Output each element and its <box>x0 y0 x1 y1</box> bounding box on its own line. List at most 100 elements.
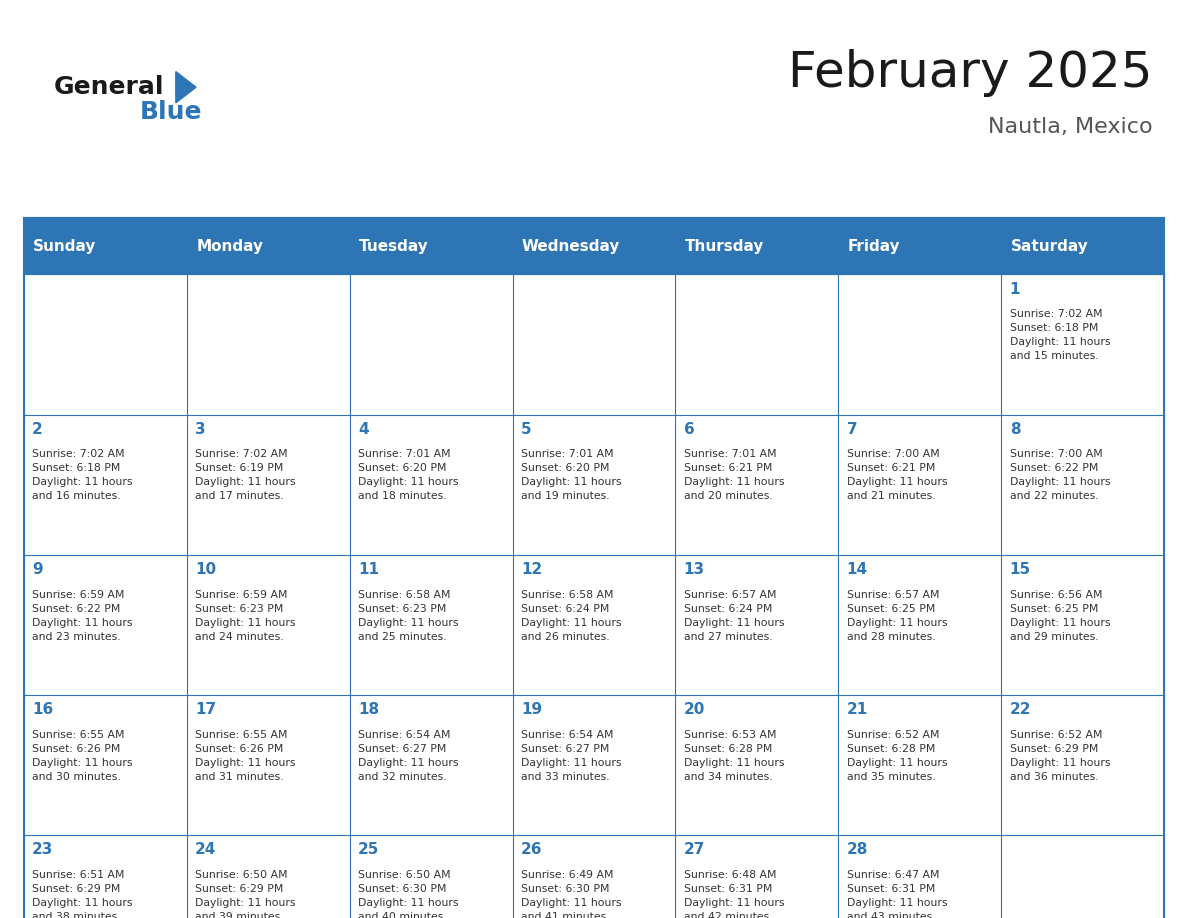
Text: 2: 2 <box>32 422 43 437</box>
FancyBboxPatch shape <box>839 415 1001 554</box>
Text: Sunrise: 6:48 AM
Sunset: 6:31 PM
Daylight: 11 hours
and 42 minutes.: Sunrise: 6:48 AM Sunset: 6:31 PM Dayligh… <box>684 869 784 918</box>
Text: 23: 23 <box>32 842 53 857</box>
Text: Sunrise: 6:59 AM
Sunset: 6:23 PM
Daylight: 11 hours
and 24 minutes.: Sunrise: 6:59 AM Sunset: 6:23 PM Dayligh… <box>195 589 296 642</box>
FancyBboxPatch shape <box>24 695 187 834</box>
Text: Sunrise: 6:59 AM
Sunset: 6:22 PM
Daylight: 11 hours
and 23 minutes.: Sunrise: 6:59 AM Sunset: 6:22 PM Dayligh… <box>32 589 133 642</box>
Text: 25: 25 <box>358 842 379 857</box>
Text: Sunrise: 6:55 AM
Sunset: 6:26 PM
Daylight: 11 hours
and 31 minutes.: Sunrise: 6:55 AM Sunset: 6:26 PM Dayligh… <box>195 730 296 781</box>
FancyBboxPatch shape <box>839 554 1001 695</box>
Text: Friday: Friday <box>848 239 901 253</box>
Polygon shape <box>176 72 196 103</box>
FancyBboxPatch shape <box>24 415 187 554</box>
FancyBboxPatch shape <box>349 695 512 834</box>
Text: Sunrise: 7:01 AM
Sunset: 6:20 PM
Daylight: 11 hours
and 18 minutes.: Sunrise: 7:01 AM Sunset: 6:20 PM Dayligh… <box>358 450 459 501</box>
Text: Nautla, Mexico: Nautla, Mexico <box>987 117 1152 137</box>
Text: 11: 11 <box>358 562 379 577</box>
Text: Sunrise: 6:54 AM
Sunset: 6:27 PM
Daylight: 11 hours
and 33 minutes.: Sunrise: 6:54 AM Sunset: 6:27 PM Dayligh… <box>520 730 621 781</box>
FancyBboxPatch shape <box>187 274 349 415</box>
Text: Sunrise: 6:47 AM
Sunset: 6:31 PM
Daylight: 11 hours
and 43 minutes.: Sunrise: 6:47 AM Sunset: 6:31 PM Dayligh… <box>847 869 947 918</box>
Text: Sunrise: 6:52 AM
Sunset: 6:28 PM
Daylight: 11 hours
and 35 minutes.: Sunrise: 6:52 AM Sunset: 6:28 PM Dayligh… <box>847 730 947 781</box>
Text: Sunday: Sunday <box>33 239 96 253</box>
FancyBboxPatch shape <box>1001 415 1164 554</box>
Text: 6: 6 <box>684 422 695 437</box>
Text: Sunrise: 6:50 AM
Sunset: 6:30 PM
Daylight: 11 hours
and 40 minutes.: Sunrise: 6:50 AM Sunset: 6:30 PM Dayligh… <box>358 869 459 918</box>
FancyBboxPatch shape <box>512 834 676 918</box>
Text: Saturday: Saturday <box>1011 239 1088 253</box>
Text: Sunrise: 6:50 AM
Sunset: 6:29 PM
Daylight: 11 hours
and 39 minutes.: Sunrise: 6:50 AM Sunset: 6:29 PM Dayligh… <box>195 869 296 918</box>
Text: Sunrise: 7:02 AM
Sunset: 6:18 PM
Daylight: 11 hours
and 16 minutes.: Sunrise: 7:02 AM Sunset: 6:18 PM Dayligh… <box>32 450 133 501</box>
Text: 28: 28 <box>847 842 868 857</box>
Text: Sunrise: 6:52 AM
Sunset: 6:29 PM
Daylight: 11 hours
and 36 minutes.: Sunrise: 6:52 AM Sunset: 6:29 PM Dayligh… <box>1010 730 1110 781</box>
Text: Sunrise: 6:56 AM
Sunset: 6:25 PM
Daylight: 11 hours
and 29 minutes.: Sunrise: 6:56 AM Sunset: 6:25 PM Dayligh… <box>1010 589 1110 642</box>
Text: 26: 26 <box>520 842 543 857</box>
FancyBboxPatch shape <box>349 554 512 695</box>
Text: Sunrise: 6:55 AM
Sunset: 6:26 PM
Daylight: 11 hours
and 30 minutes.: Sunrise: 6:55 AM Sunset: 6:26 PM Dayligh… <box>32 730 133 781</box>
FancyBboxPatch shape <box>512 274 676 415</box>
Text: 15: 15 <box>1010 562 1031 577</box>
Text: Sunrise: 6:49 AM
Sunset: 6:30 PM
Daylight: 11 hours
and 41 minutes.: Sunrise: 6:49 AM Sunset: 6:30 PM Dayligh… <box>520 869 621 918</box>
Text: Sunrise: 7:02 AM
Sunset: 6:19 PM
Daylight: 11 hours
and 17 minutes.: Sunrise: 7:02 AM Sunset: 6:19 PM Dayligh… <box>195 450 296 501</box>
Text: Thursday: Thursday <box>685 239 764 253</box>
Text: 21: 21 <box>847 702 868 717</box>
Text: Sunrise: 7:01 AM
Sunset: 6:20 PM
Daylight: 11 hours
and 19 minutes.: Sunrise: 7:01 AM Sunset: 6:20 PM Dayligh… <box>520 450 621 501</box>
FancyBboxPatch shape <box>24 218 1164 274</box>
FancyBboxPatch shape <box>512 554 676 695</box>
FancyBboxPatch shape <box>187 834 349 918</box>
FancyBboxPatch shape <box>839 834 1001 918</box>
Text: 13: 13 <box>684 562 704 577</box>
Text: Sunrise: 7:00 AM
Sunset: 6:22 PM
Daylight: 11 hours
and 22 minutes.: Sunrise: 7:00 AM Sunset: 6:22 PM Dayligh… <box>1010 450 1110 501</box>
FancyBboxPatch shape <box>676 834 839 918</box>
FancyBboxPatch shape <box>512 415 676 554</box>
Text: Sunrise: 6:57 AM
Sunset: 6:24 PM
Daylight: 11 hours
and 27 minutes.: Sunrise: 6:57 AM Sunset: 6:24 PM Dayligh… <box>684 589 784 642</box>
FancyBboxPatch shape <box>349 274 512 415</box>
Text: 1: 1 <box>1010 282 1020 297</box>
Text: February 2025: February 2025 <box>788 50 1152 97</box>
Text: Sunrise: 6:51 AM
Sunset: 6:29 PM
Daylight: 11 hours
and 38 minutes.: Sunrise: 6:51 AM Sunset: 6:29 PM Dayligh… <box>32 869 133 918</box>
Text: Sunrise: 7:00 AM
Sunset: 6:21 PM
Daylight: 11 hours
and 21 minutes.: Sunrise: 7:00 AM Sunset: 6:21 PM Dayligh… <box>847 450 947 501</box>
Text: Sunrise: 7:02 AM
Sunset: 6:18 PM
Daylight: 11 hours
and 15 minutes.: Sunrise: 7:02 AM Sunset: 6:18 PM Dayligh… <box>1010 309 1110 362</box>
FancyBboxPatch shape <box>187 695 349 834</box>
FancyBboxPatch shape <box>676 415 839 554</box>
FancyBboxPatch shape <box>187 554 349 695</box>
Text: 27: 27 <box>684 842 706 857</box>
Text: 18: 18 <box>358 702 379 717</box>
FancyBboxPatch shape <box>839 695 1001 834</box>
FancyBboxPatch shape <box>1001 834 1164 918</box>
Text: 17: 17 <box>195 702 216 717</box>
Text: Sunrise: 6:58 AM
Sunset: 6:24 PM
Daylight: 11 hours
and 26 minutes.: Sunrise: 6:58 AM Sunset: 6:24 PM Dayligh… <box>520 589 621 642</box>
FancyBboxPatch shape <box>349 415 512 554</box>
FancyBboxPatch shape <box>839 274 1001 415</box>
FancyBboxPatch shape <box>676 274 839 415</box>
Text: 5: 5 <box>520 422 531 437</box>
Text: Sunrise: 6:57 AM
Sunset: 6:25 PM
Daylight: 11 hours
and 28 minutes.: Sunrise: 6:57 AM Sunset: 6:25 PM Dayligh… <box>847 589 947 642</box>
FancyBboxPatch shape <box>676 695 839 834</box>
Text: Sunrise: 6:58 AM
Sunset: 6:23 PM
Daylight: 11 hours
and 25 minutes.: Sunrise: 6:58 AM Sunset: 6:23 PM Dayligh… <box>358 589 459 642</box>
FancyBboxPatch shape <box>1001 695 1164 834</box>
Text: Sunrise: 6:54 AM
Sunset: 6:27 PM
Daylight: 11 hours
and 32 minutes.: Sunrise: 6:54 AM Sunset: 6:27 PM Dayligh… <box>358 730 459 781</box>
Text: Monday: Monday <box>196 239 264 253</box>
FancyBboxPatch shape <box>349 834 512 918</box>
FancyBboxPatch shape <box>1001 554 1164 695</box>
Text: 12: 12 <box>520 562 542 577</box>
Text: 4: 4 <box>358 422 368 437</box>
FancyBboxPatch shape <box>24 274 187 415</box>
FancyBboxPatch shape <box>512 695 676 834</box>
Text: 14: 14 <box>847 562 867 577</box>
Text: Sunrise: 7:01 AM
Sunset: 6:21 PM
Daylight: 11 hours
and 20 minutes.: Sunrise: 7:01 AM Sunset: 6:21 PM Dayligh… <box>684 450 784 501</box>
Text: General: General <box>53 75 164 99</box>
Text: 7: 7 <box>847 422 858 437</box>
Text: 20: 20 <box>684 702 706 717</box>
FancyBboxPatch shape <box>676 554 839 695</box>
Text: 9: 9 <box>32 562 43 577</box>
Text: 24: 24 <box>195 842 216 857</box>
FancyBboxPatch shape <box>24 554 187 695</box>
Text: 10: 10 <box>195 562 216 577</box>
Text: Sunrise: 6:53 AM
Sunset: 6:28 PM
Daylight: 11 hours
and 34 minutes.: Sunrise: 6:53 AM Sunset: 6:28 PM Dayligh… <box>684 730 784 781</box>
FancyBboxPatch shape <box>24 834 187 918</box>
FancyBboxPatch shape <box>187 415 349 554</box>
Text: 8: 8 <box>1010 422 1020 437</box>
Text: Tuesday: Tuesday <box>359 239 429 253</box>
Text: 19: 19 <box>520 702 542 717</box>
Text: 3: 3 <box>195 422 206 437</box>
Text: 16: 16 <box>32 702 53 717</box>
